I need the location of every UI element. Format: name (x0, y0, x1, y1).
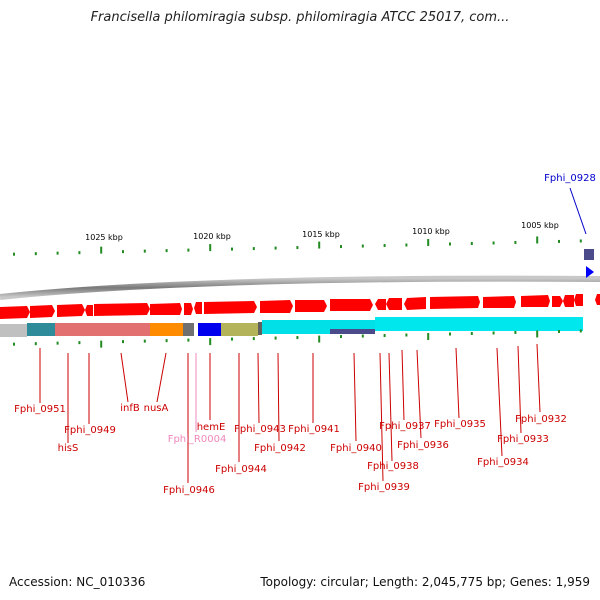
gene-arrow (330, 299, 373, 311)
gene-arrow (483, 296, 516, 308)
cog-category-band[interactable] (0, 317, 583, 337)
cog-block (330, 329, 375, 334)
kbp-label: 1015 kbp (302, 230, 340, 239)
gene-label: Fphi_0941 (288, 424, 340, 435)
gene-arrow (94, 303, 150, 316)
gene-arrow (430, 296, 480, 309)
gene-label: Fphi_0935 (434, 419, 486, 430)
topology-summary: Topology: circular; Length: 2,045,775 bp… (260, 575, 590, 589)
gene-labels: Fphi_0951 hisS Fphi_0949 infB nusA Fphi_… (14, 173, 596, 496)
cog-block (262, 320, 330, 334)
map-title: Francisella philomiragia subsp. philomir… (90, 10, 510, 25)
gene-label: Fphi_0942 (254, 443, 306, 454)
cog-block (183, 323, 194, 336)
gene-arrow (260, 300, 293, 313)
gene-label: Fphi_0944 (215, 464, 267, 475)
cog-block (330, 320, 375, 329)
gene-arrow (184, 303, 193, 315)
gene-label: Fphi_0934 (477, 457, 529, 468)
accession-label: Accession: NC_010336 (9, 575, 146, 589)
kbp-label: 1025 kbp (85, 233, 123, 242)
gene-label: Fphi_0951 (14, 404, 66, 415)
gene-label: Fphi_0940 (330, 443, 382, 454)
gene-label: infB (120, 403, 140, 414)
gene-arrow (375, 299, 386, 310)
gene-label: Fphi_0932 (515, 414, 567, 425)
forward-strand-genes[interactable] (0, 294, 600, 319)
reverse-gene-arrow[interactable] (586, 266, 594, 278)
gene-label: Fphi_0937 (379, 421, 431, 432)
kbp-label: 1005 kbp (521, 221, 559, 230)
gene-arrow (85, 305, 93, 316)
gene-arrow (150, 303, 182, 315)
cog-block (198, 323, 221, 336)
gene-label: nusA (144, 403, 169, 414)
gene-arrow (30, 305, 55, 318)
cog-block (150, 323, 183, 336)
gene-label: Fphi_0939 (358, 482, 410, 493)
inner-tick-marks (13, 329, 582, 348)
gene-label: Fphi_0928 (544, 173, 596, 184)
cog-block (0, 324, 27, 337)
gene-label: Fphi_0943 (234, 424, 286, 435)
gene-arrow (386, 298, 402, 310)
gene-arrow (595, 294, 600, 305)
cog-block (375, 317, 583, 331)
gene-arrow (521, 295, 550, 307)
cog-block (55, 323, 150, 336)
gene-arrow (552, 296, 563, 307)
gene-arrow (0, 306, 30, 319)
kbp-label: 1020 kbp (193, 232, 231, 241)
kbp-label: 1010 kbp (412, 227, 450, 236)
cog-block (258, 322, 262, 335)
label-leader-lines (39, 187, 587, 483)
gene-arrow (204, 301, 257, 314)
gene-arrow (57, 304, 85, 317)
gene-label: Fphi_0946 (163, 485, 215, 496)
gene-label: hemE (197, 422, 226, 433)
outer-tick-marks (13, 236, 582, 256)
gene-arrow (295, 300, 327, 312)
genome-backbone (0, 275, 600, 300)
cog-block (27, 323, 55, 336)
gene-label: hisS (58, 443, 79, 454)
gene-label: Fphi_0938 (367, 461, 419, 472)
gene-arrow (563, 295, 574, 307)
gene-arrow (404, 297, 426, 310)
gene-arrow (194, 302, 202, 314)
gene-label: Fphi_0933 (497, 434, 549, 445)
cog-block (221, 323, 258, 336)
gene-arrow (574, 294, 583, 306)
gene-label: Fphi_R0004 (168, 434, 227, 445)
reverse-gene-fphi-0928[interactable] (584, 249, 594, 260)
kbp-scale: 1025 kbp 1020 kbp 1015 kbp 1010 kbp 1005… (85, 221, 559, 242)
gene-label: Fphi_0936 (397, 440, 449, 451)
gene-label: Fphi_0949 (64, 425, 116, 436)
